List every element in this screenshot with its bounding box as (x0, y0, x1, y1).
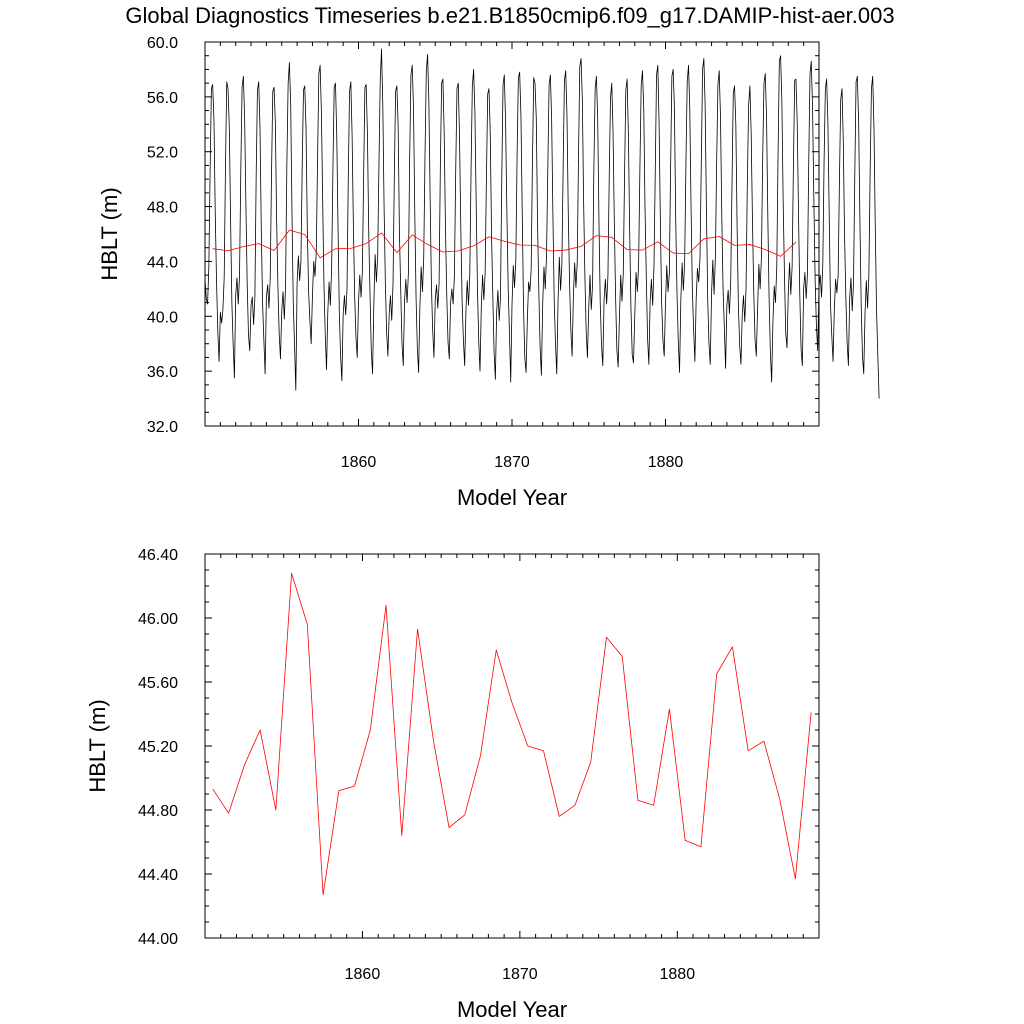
x-axis-label: Model Year (457, 485, 567, 510)
y-tick-label: 52.0 (147, 145, 178, 162)
y-axis-label: HBLT (m) (85, 699, 110, 792)
y-tick-label: 60.0 (147, 35, 178, 52)
y-tick-label: 36.0 (147, 364, 178, 381)
y-tick-label: 48.0 (147, 200, 178, 217)
y-tick-label: 44.0 (147, 254, 178, 271)
annual-series-line (212, 229, 797, 259)
x-tick-label: 1860 (345, 966, 381, 983)
y-tick-label: 46.00 (138, 611, 178, 628)
x-tick-label: 1880 (660, 966, 696, 983)
y-axis-label: HBLT (m) (97, 187, 122, 280)
y-tick-label: 40.0 (147, 309, 178, 326)
x-tick-label: 1870 (494, 454, 530, 471)
annual-series-line (212, 572, 812, 896)
x-tick-label: 1860 (341, 454, 377, 471)
x-tick-label: 1880 (648, 454, 684, 471)
y-tick-label: 56.0 (147, 90, 178, 107)
monthly-series-line (204, 48, 880, 399)
y-tick-label: 44.00 (138, 931, 178, 948)
top-timeseries-plot: 1860 1870 1880 32.0 36.0 40.0 44.0 48.0 52.0 56.0… (97, 35, 880, 510)
chart-title: Global Diagnostics Timeseries b.e21.B185… (125, 3, 894, 28)
bottom-annual-plot: 1860 1870 1880 44.00 44.40 44.80 45.20 45.60 46.… (85, 547, 820, 1022)
y-tick-label: 45.60 (138, 675, 178, 692)
y-tick-label: 46.40 (138, 547, 178, 564)
plot-frame (204, 553, 820, 939)
y-tick-label: 44.80 (138, 803, 178, 820)
y-tick-label: 32.0 (147, 419, 178, 436)
y-tick-label: 44.40 (138, 867, 178, 884)
x-tick-label: 1870 (502, 966, 538, 983)
x-axis-label: Model Year (457, 997, 567, 1022)
plot-frame (204, 41, 820, 427)
y-tick-label: 45.20 (138, 739, 178, 756)
